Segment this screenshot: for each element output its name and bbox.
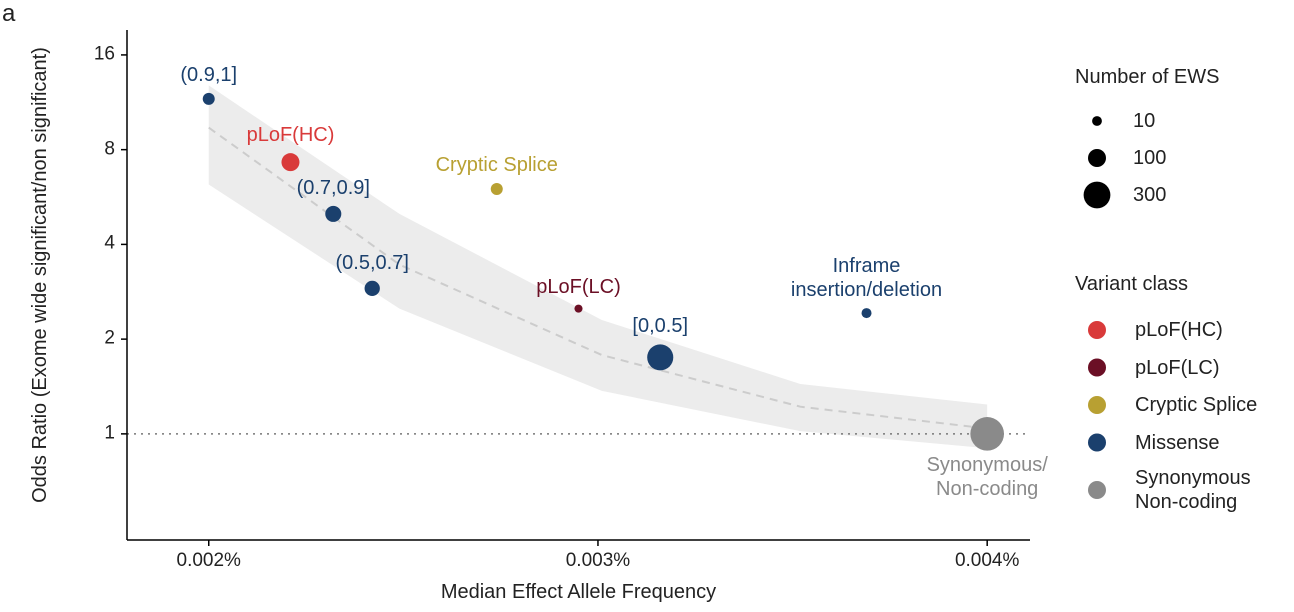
x-tick-label: 0.002% xyxy=(176,550,241,571)
data-point xyxy=(325,205,342,222)
point-label: (0.5,0.7] xyxy=(335,251,409,274)
y-axis-title: Odds Ratio (Exome wide significant/non s… xyxy=(29,47,51,503)
size-legend-title: Number of EWS xyxy=(1075,66,1220,88)
point-label: pLoF(LC) xyxy=(536,275,621,298)
data-point xyxy=(281,153,300,172)
color-legend-key xyxy=(1088,396,1106,414)
panel-label: a xyxy=(2,0,16,27)
data-point xyxy=(490,182,503,195)
data-point xyxy=(574,304,583,313)
color-legend-title: Variant class xyxy=(1075,273,1189,295)
point-label: Inframe insertion/deletion xyxy=(790,255,943,302)
data-point xyxy=(861,308,872,319)
data-point xyxy=(364,280,380,296)
color-legend-key xyxy=(1088,481,1106,499)
color-legend-key xyxy=(1088,321,1106,339)
y-tick-label: 1 xyxy=(104,422,115,444)
y-tick-label: 8 xyxy=(104,138,115,160)
legend-label: Cryptic Splice xyxy=(1135,394,1258,416)
data-point xyxy=(647,344,674,371)
x-tick-label: 0.003% xyxy=(565,550,631,571)
y-tick-label: 4 xyxy=(104,232,115,254)
size-legend-key xyxy=(1092,116,1102,126)
size-legend-label: 300 xyxy=(1133,184,1167,206)
point-label: pLoF(HC) xyxy=(246,124,335,147)
legend-label: Missense xyxy=(1135,431,1220,454)
point-label: Synonymous/ Non-coding xyxy=(926,453,1048,500)
color-legend-key xyxy=(1088,358,1106,377)
legend-label: pLoF(LC) xyxy=(1135,356,1220,379)
data-point xyxy=(202,92,215,105)
y-tick-label: 16 xyxy=(93,43,115,65)
confidence-ribbon xyxy=(208,85,988,449)
point-label: (0.9,1] xyxy=(180,63,238,86)
size-legend-label: 10 xyxy=(1133,110,1156,132)
legend-label: pLoF(HC) xyxy=(1135,319,1223,341)
point-label: Cryptic Splice xyxy=(435,153,558,176)
point-label: [0,0.5] xyxy=(632,315,689,338)
x-axis-title: Median Effect Allele Frequency xyxy=(440,581,717,603)
x-tick-label: 0.004% xyxy=(954,550,1020,571)
size-legend-label: 100 xyxy=(1133,147,1167,169)
size-legend-key xyxy=(1088,149,1106,167)
y-tick-label: 2 xyxy=(104,327,115,349)
data-point xyxy=(970,417,1004,451)
color-legend-key xyxy=(1088,433,1106,452)
size-legend-key xyxy=(1083,181,1111,209)
legend-label: Synonymous Non-coding xyxy=(1135,467,1251,513)
point-label: (0.7,0.9] xyxy=(296,176,370,199)
